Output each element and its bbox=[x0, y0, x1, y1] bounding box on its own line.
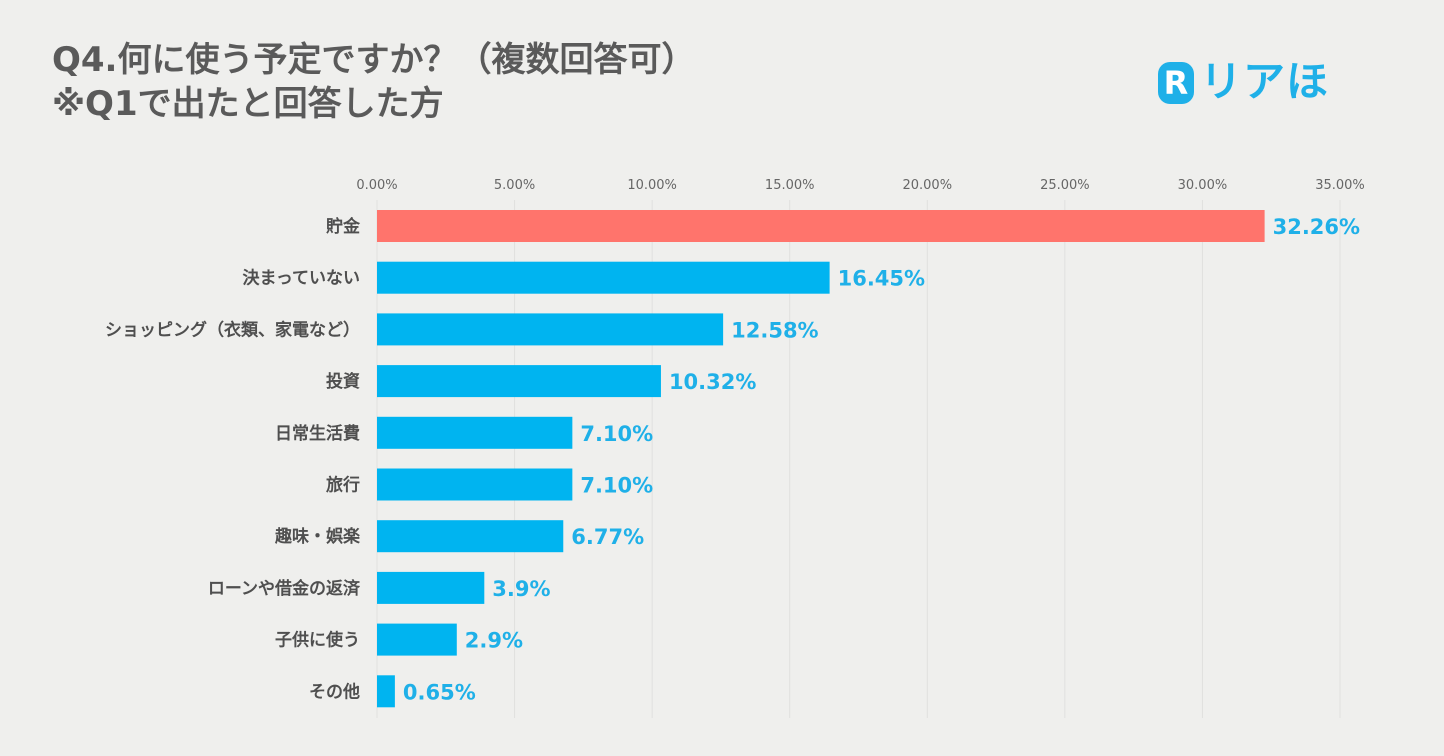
category-label-5: 旅行 bbox=[326, 475, 360, 496]
bar-0 bbox=[377, 210, 1265, 242]
category-label-2: ショッピング（衣類、家電など） bbox=[105, 319, 360, 340]
category-label-3: 投資 bbox=[326, 371, 360, 392]
x-tick-label-4: 20.00% bbox=[902, 178, 952, 193]
bar-1 bbox=[377, 261, 830, 294]
bar-8 bbox=[377, 623, 457, 656]
chart-title-line-1: Q4.何に使う予定ですか？（複数回答可） bbox=[52, 40, 696, 80]
category-label-7: ローンや借金の返済 bbox=[208, 578, 361, 599]
x-tick-label-7: 35.00% bbox=[1315, 178, 1365, 193]
logo-r-badge bbox=[1158, 62, 1194, 104]
x-tick-label-6: 30.00% bbox=[1178, 178, 1228, 193]
bar-7 bbox=[377, 571, 485, 604]
bar-9 bbox=[377, 675, 395, 708]
value-label-2: 12.58% bbox=[731, 318, 818, 342]
value-label-9: 0.65% bbox=[403, 680, 476, 704]
brand-logo: R リアほ bbox=[1156, 54, 1329, 110]
category-label-0: 貯金 bbox=[326, 216, 361, 237]
bar-4 bbox=[377, 416, 573, 449]
value-label-7: 3.9% bbox=[492, 577, 550, 601]
value-label-0: 32.26% bbox=[1273, 215, 1360, 239]
chart-title: Q4.何に使う予定ですか？（複数回答可） ※Q1で出たと回答した方 bbox=[52, 38, 695, 126]
chart-title-line-2: ※Q1で出たと回答した方 bbox=[52, 84, 444, 124]
value-label-3: 10.32% bbox=[669, 370, 756, 394]
category-label-1: 決まっていない bbox=[243, 268, 360, 289]
x-tick-label-0: 0.00% bbox=[356, 178, 397, 193]
x-tick-label-5: 25.00% bbox=[1040, 178, 1090, 193]
x-tick-label-1: 5.00% bbox=[494, 178, 535, 193]
logo-letter: R bbox=[1164, 64, 1189, 102]
value-label-1: 16.45% bbox=[838, 267, 925, 291]
logo-r-icon: R bbox=[1158, 62, 1194, 104]
category-label-9: その他 bbox=[309, 681, 360, 702]
category-label-8: 子供に使う bbox=[275, 630, 360, 651]
value-label-4: 7.10% bbox=[580, 422, 653, 446]
bar-6 bbox=[377, 520, 564, 553]
value-label-6: 6.77% bbox=[571, 525, 644, 549]
x-tick-label-2: 10.00% bbox=[627, 178, 677, 193]
category-label-6: 趣味・娯楽 bbox=[274, 526, 361, 547]
bar-3 bbox=[377, 365, 661, 398]
value-label-5: 7.10% bbox=[580, 474, 653, 498]
value-label-8: 2.9% bbox=[465, 629, 523, 653]
x-tick-label-3: 15.00% bbox=[765, 178, 815, 193]
category-label-4: 日常生活費 bbox=[275, 423, 360, 444]
bar-2 bbox=[377, 313, 724, 346]
logo-text: リアほ bbox=[1200, 57, 1330, 106]
bar-5 bbox=[377, 468, 573, 501]
